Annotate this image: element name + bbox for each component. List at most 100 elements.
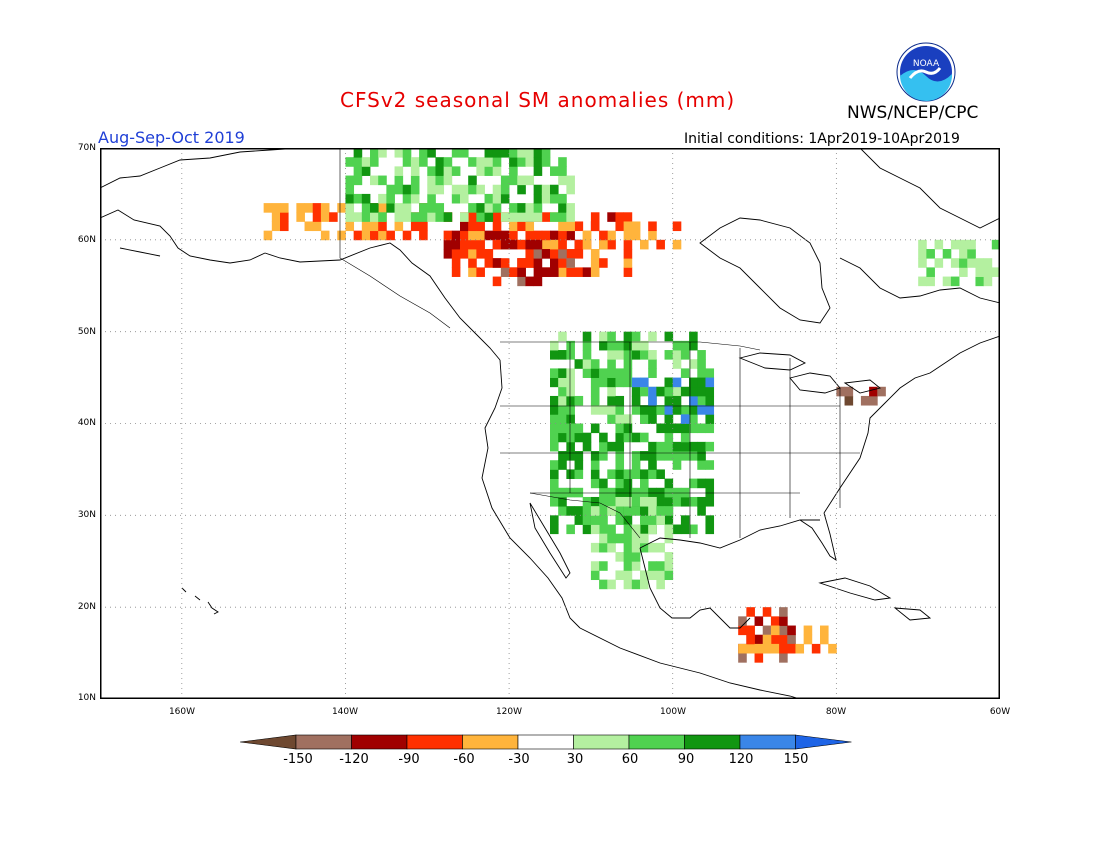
anomaly-cell xyxy=(460,239,469,250)
anomaly-cell xyxy=(550,395,559,406)
anomaly-cell xyxy=(640,478,649,489)
anomaly-cell xyxy=(582,524,592,535)
anomaly-cell xyxy=(640,239,649,250)
anomaly-cell xyxy=(656,579,665,590)
anomaly-cell xyxy=(648,561,657,571)
anomaly-cell xyxy=(566,340,575,351)
lon-label-100w: 100W xyxy=(659,707,687,717)
anomaly-cell xyxy=(656,561,665,571)
anomaly-cell xyxy=(820,625,829,636)
lon-label-60w: 60W xyxy=(989,707,1011,717)
anomaly-cell xyxy=(582,368,592,378)
anomaly-cell xyxy=(500,193,510,204)
anomaly-cell xyxy=(803,625,813,636)
anomaly-cell xyxy=(779,607,788,617)
anomaly-cell xyxy=(451,249,461,259)
anomaly-cell xyxy=(574,451,584,461)
anomaly-cell xyxy=(648,542,657,553)
anomaly-cell xyxy=(550,469,559,479)
anomaly-cell xyxy=(934,258,944,268)
anomaly-cell xyxy=(419,157,428,167)
anomaly-cell xyxy=(345,221,355,232)
anomaly-cell xyxy=(623,506,633,516)
lat-label-70n: 70N xyxy=(77,143,96,153)
anomaly-cell xyxy=(738,653,747,663)
anomaly-cell xyxy=(566,469,575,479)
anomaly-cell xyxy=(370,221,379,232)
anomaly-cell xyxy=(959,258,968,268)
anomaly-cell xyxy=(574,460,584,470)
anomaly-cell xyxy=(558,368,567,378)
anomaly-cell xyxy=(607,340,616,351)
anomaly-cell xyxy=(648,460,657,470)
anomaly-cell xyxy=(623,258,633,268)
anomaly-cell xyxy=(370,230,379,241)
anomaly-cell xyxy=(517,239,526,250)
anomaly-cell xyxy=(615,469,625,479)
anomaly-cell xyxy=(672,221,682,232)
anomaly-cell xyxy=(419,203,428,213)
anomaly-cell xyxy=(672,239,682,250)
anomaly-cell xyxy=(648,368,657,378)
colorbar-tick-label: -60 xyxy=(453,752,475,767)
anomaly-cell xyxy=(672,340,682,351)
anomaly-cell xyxy=(361,230,371,241)
anomaly-cell xyxy=(656,239,665,250)
anomaly-cell xyxy=(550,515,559,525)
anomaly-cell xyxy=(550,460,559,470)
anomaly-cell xyxy=(615,350,625,360)
anomaly-cell xyxy=(558,175,567,186)
anomaly-cell xyxy=(558,239,567,250)
anomaly-cell xyxy=(991,239,1000,250)
anomaly-cell xyxy=(582,432,592,443)
anomaly-cell xyxy=(770,634,780,645)
anomaly-cell xyxy=(525,276,535,287)
anomaly-cell xyxy=(590,478,600,489)
anomaly-cell xyxy=(353,193,363,204)
anomaly-cell xyxy=(664,524,674,535)
anomaly-cell xyxy=(451,258,461,268)
anomaly-cell xyxy=(468,212,477,222)
anomaly-cell xyxy=(533,193,543,204)
anomaly-cell xyxy=(427,148,436,158)
anomaly-cell xyxy=(983,276,993,287)
anomaly-cell xyxy=(468,203,477,213)
anomaly-cell xyxy=(697,441,706,452)
map-frame xyxy=(100,148,1000,699)
anomaly-cell xyxy=(460,193,469,204)
anomaly-cell xyxy=(476,166,485,176)
anomaly-cell xyxy=(590,395,600,406)
anomaly-cell xyxy=(492,166,502,176)
coastlines xyxy=(100,148,1000,699)
anomaly-cell xyxy=(517,148,526,158)
anomaly-cell xyxy=(370,148,379,158)
anomaly-cell xyxy=(468,239,477,250)
anomaly-cell xyxy=(615,423,625,434)
anomaly-cell xyxy=(582,515,592,525)
anomaly-cell xyxy=(263,203,273,213)
anomaly-cell xyxy=(525,249,535,259)
colorbar-bin xyxy=(628,734,685,750)
anomaly-cell xyxy=(419,221,428,232)
anomaly-cell xyxy=(640,432,649,443)
anomaly-cell xyxy=(779,616,788,626)
anomaly-cell xyxy=(541,148,551,158)
anomaly-cell xyxy=(623,331,633,342)
anomaly-cell xyxy=(582,267,592,277)
anomaly-cell xyxy=(975,276,985,287)
anomaly-cell xyxy=(370,157,379,167)
anomaly-cell xyxy=(500,267,510,277)
anomaly-cell xyxy=(705,478,715,489)
anomaly-cell xyxy=(550,423,559,434)
anomaly-cell xyxy=(566,405,575,415)
anomaly-cell xyxy=(648,524,657,535)
anomaly-cell xyxy=(451,267,461,277)
anomaly-cell xyxy=(590,460,600,470)
colorbar-low-arrow xyxy=(240,734,297,750)
anomaly-cell xyxy=(550,524,559,535)
anomaly-cell xyxy=(550,478,559,489)
anomaly-cell xyxy=(599,496,608,507)
anomaly-cell xyxy=(680,451,690,461)
anomaly-cell xyxy=(476,212,485,222)
anomaly-cell xyxy=(312,221,322,232)
